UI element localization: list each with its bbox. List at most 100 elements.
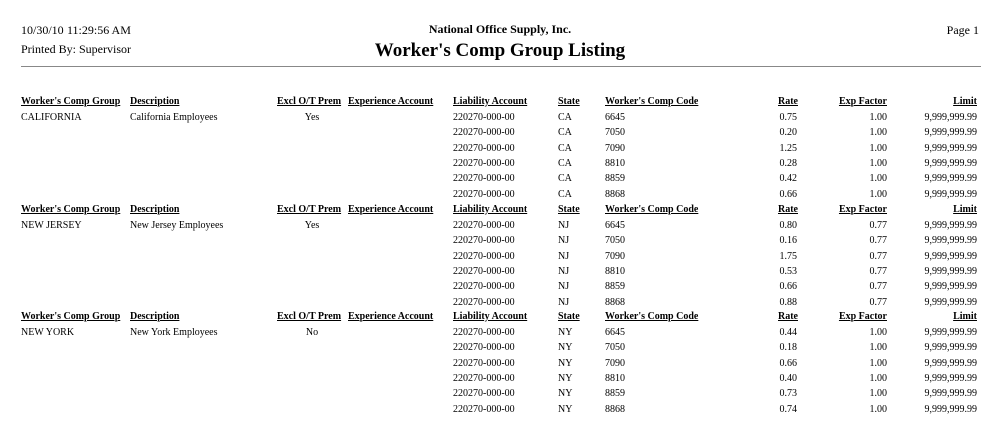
col-header-experience: Experience Account (348, 204, 434, 215)
cell-rate: 0.20 (779, 127, 798, 139)
cell-rate: 0.42 (779, 173, 798, 185)
col-header-code: Worker's Comp Code (605, 204, 699, 215)
cell-limit: 9,999,999.99 (924, 281, 978, 293)
cell-rate: 0.66 (779, 188, 798, 200)
cell-expfactor: 1.00 (869, 372, 888, 384)
cell-code: 7090 (605, 142, 625, 154)
cell-expfactor: 0.77 (869, 235, 888, 247)
group-name: NEW YORK (21, 327, 75, 338)
cell-liability: 220270-000-00 (453, 327, 515, 338)
cell-state: CA (558, 142, 572, 154)
cell-limit: 9,999,999.99 (924, 127, 978, 139)
cell-liability: 220270-000-00 (453, 220, 515, 231)
cell-rate: 0.88 (779, 296, 798, 308)
col-header-excl: Excl O/T Prem (277, 204, 342, 215)
cell-code: 6645 (605, 327, 625, 338)
cell-state: NY (558, 372, 573, 384)
col-header-liability: Liability Account (453, 204, 528, 215)
cell-limit: 9,999,999.99 (924, 342, 978, 354)
col-header-expfactor: Exp Factor (838, 204, 887, 215)
cell-limit: 9,999,999.99 (924, 112, 978, 123)
cell-liability: 220270-000-00 (453, 403, 515, 415)
cell-state: NY (558, 388, 573, 400)
cell-limit: 9,999,999.99 (924, 327, 978, 338)
cell-limit: 9,999,999.99 (924, 235, 978, 247)
cell-rate: 0.44 (779, 327, 798, 338)
cell-liability: 220270-000-00 (453, 265, 515, 277)
page-number: Page 1 (946, 23, 979, 37)
cell-state: NJ (558, 235, 570, 247)
cell-state: CA (558, 157, 572, 169)
cell-liability: 220270-000-00 (453, 173, 515, 185)
group-description: New York Employees (130, 327, 218, 338)
cell-state: NJ (558, 296, 570, 308)
cell-code: 7050 (605, 235, 625, 247)
cell-code: 7050 (605, 127, 625, 139)
cell-code: 8868 (605, 188, 625, 200)
col-header-description: Description (130, 311, 180, 322)
cell-code: 8859 (605, 388, 625, 400)
cell-state: NY (558, 357, 573, 369)
group-excl: Yes (304, 220, 320, 231)
col-header-liability: Liability Account (453, 96, 528, 107)
cell-limit: 9,999,999.99 (924, 188, 978, 200)
cell-expfactor: 0.77 (869, 265, 888, 277)
cell-code: 8810 (605, 265, 625, 277)
cell-limit: 9,999,999.99 (924, 357, 978, 369)
cell-liability: 220270-000-00 (453, 127, 515, 139)
cell-liability: 220270-000-00 (453, 157, 515, 169)
cell-liability: 220270-000-00 (453, 250, 515, 262)
cell-rate: 0.80 (779, 220, 798, 231)
printed-by: Printed By: Supervisor (21, 42, 131, 56)
cell-liability: 220270-000-00 (453, 112, 515, 123)
header-divider (21, 66, 981, 67)
col-header-limit: Limit (953, 204, 977, 215)
col-header-state: State (558, 96, 580, 107)
cell-state: CA (558, 127, 572, 139)
cell-liability: 220270-000-00 (453, 188, 515, 200)
col-header-rate: Rate (778, 204, 798, 215)
cell-liability: 220270-000-00 (453, 342, 515, 354)
cell-state: CA (558, 112, 572, 123)
col-header-excl: Excl O/T Prem (277, 96, 342, 107)
cell-expfactor: 0.77 (869, 296, 888, 308)
cell-rate: 0.66 (779, 357, 798, 369)
group-excl: Yes (304, 112, 320, 123)
cell-limit: 9,999,999.99 (924, 250, 978, 262)
cell-liability: 220270-000-00 (453, 235, 515, 247)
col-header-code: Worker's Comp Code (605, 96, 699, 107)
cell-limit: 9,999,999.99 (924, 173, 978, 185)
cell-limit: 9,999,999.99 (924, 296, 978, 308)
cell-liability: 220270-000-00 (453, 296, 515, 308)
cell-code: 8868 (605, 296, 625, 308)
cell-limit: 9,999,999.99 (924, 265, 978, 277)
cell-state: NJ (558, 265, 570, 277)
group-description: California Employees (130, 112, 218, 123)
group-description: New Jersey Employees (130, 220, 224, 231)
cell-limit: 9,999,999.99 (924, 142, 978, 154)
group-name: CALIFORNIA (21, 112, 82, 123)
cell-code: 8810 (605, 372, 625, 384)
cell-liability: 220270-000-00 (453, 372, 515, 384)
cell-liability: 220270-000-00 (453, 281, 515, 293)
cell-expfactor: 1.00 (869, 188, 888, 200)
cell-code: 7050 (605, 342, 625, 354)
cell-expfactor: 1.00 (869, 403, 888, 415)
cell-code: 8859 (605, 281, 625, 293)
cell-code: 6645 (605, 112, 625, 123)
cell-code: 8810 (605, 157, 625, 169)
cell-liability: 220270-000-00 (453, 357, 515, 369)
cell-limit: 9,999,999.99 (924, 157, 978, 169)
cell-expfactor: 1.00 (869, 342, 888, 354)
cell-rate: 1.75 (779, 250, 798, 262)
col-header-code: Worker's Comp Code (605, 311, 699, 322)
cell-rate: 0.28 (779, 157, 798, 169)
col-header-expfactor: Exp Factor (838, 311, 887, 322)
cell-expfactor: 1.00 (869, 388, 888, 400)
cell-expfactor: 1.00 (869, 357, 888, 369)
col-header-description: Description (130, 204, 180, 215)
print-date: 10/30/10 (21, 23, 64, 37)
cell-state: NJ (558, 220, 570, 231)
cell-rate: 0.16 (779, 235, 798, 247)
